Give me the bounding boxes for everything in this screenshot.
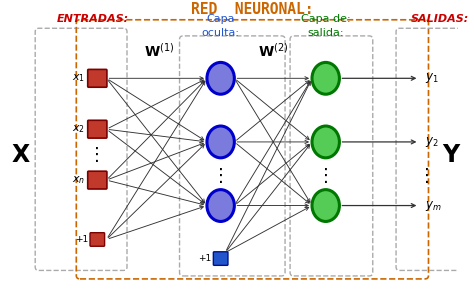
Text: ENTRADAS:: ENTRADAS: <box>57 14 129 24</box>
Ellipse shape <box>207 190 234 221</box>
Ellipse shape <box>207 126 234 158</box>
Text: $\mathbf{W}^{(1)}$: $\mathbf{W}^{(1)}$ <box>144 42 174 60</box>
Text: Capa de:: Capa de: <box>301 14 351 24</box>
FancyBboxPatch shape <box>90 233 105 246</box>
Text: RED  NEURONAL:: RED NEURONAL: <box>191 2 314 17</box>
Text: $x_2$: $x_2$ <box>72 123 85 135</box>
FancyBboxPatch shape <box>88 171 107 189</box>
Text: +1: +1 <box>198 254 211 263</box>
Text: $y_2$: $y_2$ <box>425 135 439 149</box>
Text: Capa: Capa <box>206 14 235 24</box>
Text: $\mathbf{Y}$: $\mathbf{Y}$ <box>441 143 461 167</box>
Text: ⋮: ⋮ <box>317 167 335 185</box>
FancyBboxPatch shape <box>88 69 107 87</box>
Text: $x_n$: $x_n$ <box>72 174 85 186</box>
Ellipse shape <box>207 62 234 94</box>
Text: ⋮: ⋮ <box>212 167 229 185</box>
Ellipse shape <box>312 62 339 94</box>
Text: $\mathbf{X}$: $\mathbf{X}$ <box>11 143 30 167</box>
Text: $y_m$: $y_m$ <box>425 199 442 213</box>
Text: SALIDAS:: SALIDAS: <box>411 14 469 24</box>
FancyBboxPatch shape <box>213 252 228 265</box>
Text: ⋮: ⋮ <box>418 167 436 185</box>
FancyBboxPatch shape <box>88 120 107 138</box>
Ellipse shape <box>312 190 339 221</box>
Text: $\mathbf{W}^{(2)}$: $\mathbf{W}^{(2)}$ <box>258 42 288 60</box>
Ellipse shape <box>312 126 339 158</box>
Text: $x_1$: $x_1$ <box>72 73 85 84</box>
Text: salida:: salida: <box>308 28 344 38</box>
Text: oculta:: oculta: <box>201 28 240 38</box>
Text: $y_1$: $y_1$ <box>425 71 439 85</box>
Text: +1: +1 <box>75 235 88 244</box>
Text: ⋮: ⋮ <box>88 146 106 164</box>
